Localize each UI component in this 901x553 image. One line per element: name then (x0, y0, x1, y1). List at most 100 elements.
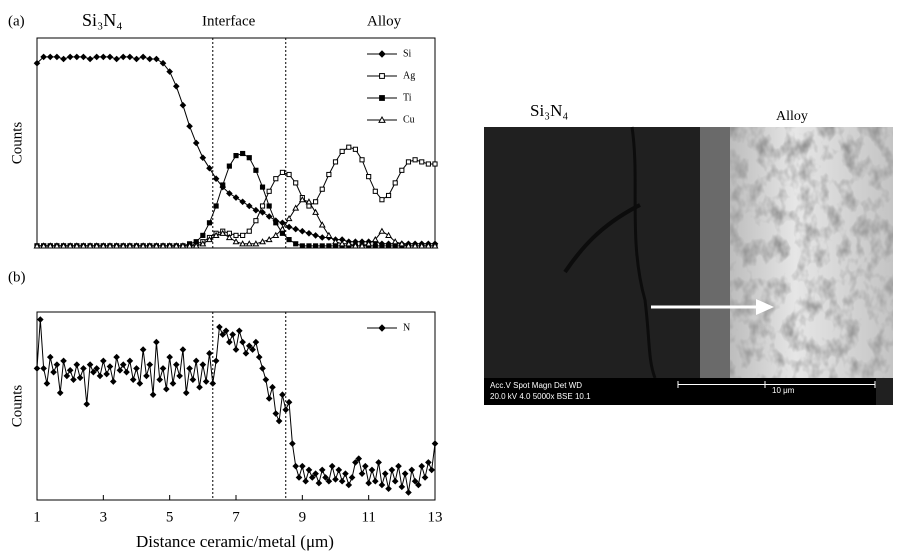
legend-label: Cu (403, 114, 415, 125)
marker (86, 242, 94, 249)
marker (76, 374, 84, 382)
marker (338, 477, 346, 485)
marker (359, 157, 365, 163)
marker (355, 455, 363, 462)
marker (348, 474, 356, 481)
marker (282, 406, 290, 414)
marker (93, 365, 101, 372)
marker (116, 366, 124, 374)
marker (279, 219, 286, 227)
marker (368, 466, 376, 474)
marker (392, 180, 398, 186)
marker (239, 338, 246, 346)
marker (391, 477, 399, 485)
marker (332, 159, 339, 165)
marker (392, 243, 398, 249)
marker (80, 53, 87, 61)
marker (312, 470, 319, 477)
marker (332, 476, 339, 483)
marker (80, 365, 87, 372)
marker (56, 389, 64, 397)
marker (233, 153, 239, 159)
marker (179, 242, 187, 249)
marker (262, 376, 270, 383)
marker (253, 167, 259, 173)
marker (119, 242, 127, 249)
marker (153, 338, 160, 346)
marker (90, 368, 97, 376)
marker (40, 53, 47, 61)
marker (166, 242, 174, 249)
marker (96, 372, 104, 380)
marker (265, 213, 273, 220)
marker (431, 440, 439, 447)
marker (66, 366, 74, 374)
marker (385, 231, 393, 238)
marker (318, 234, 326, 241)
marker (299, 462, 306, 470)
marker (240, 232, 246, 238)
marker (385, 243, 392, 249)
marker (119, 361, 127, 368)
marker (312, 208, 320, 215)
marker (206, 235, 213, 243)
panel-label: (b) (8, 269, 26, 285)
info-values: 20.0 kV 4.0 5000x BSE 10.1 (490, 392, 591, 401)
marker (266, 203, 272, 209)
marker (269, 383, 276, 391)
marker (419, 159, 425, 165)
legend-marker (379, 73, 385, 79)
marker (219, 229, 227, 236)
marker (378, 481, 386, 489)
marker (319, 186, 325, 192)
marker (172, 82, 180, 90)
x-tick-label: 7 (232, 509, 240, 525)
marker (146, 242, 154, 249)
marker (332, 243, 339, 249)
marker (186, 122, 193, 130)
marker (136, 380, 144, 387)
marker (292, 204, 300, 211)
marker (103, 370, 110, 378)
marker (176, 372, 183, 380)
marker (106, 363, 114, 370)
marker (129, 376, 137, 383)
marker (286, 237, 292, 243)
series-line (36, 56, 435, 245)
marker (306, 243, 312, 249)
marker (63, 372, 71, 380)
marker (226, 163, 232, 169)
marker (372, 188, 378, 194)
marker (93, 53, 101, 61)
marker (33, 365, 41, 372)
marker (60, 242, 67, 249)
marker (159, 365, 167, 372)
marker (328, 462, 336, 470)
y-axis-label: Counts (9, 385, 25, 428)
crack (563, 203, 641, 274)
marker (239, 198, 246, 206)
marker (83, 400, 91, 408)
marker (70, 376, 77, 383)
marker (345, 481, 353, 489)
marker (226, 338, 233, 346)
marker (240, 150, 246, 157)
marker (275, 417, 283, 425)
x-tick-label: 1 (33, 509, 41, 525)
marker (166, 68, 173, 75)
marker (405, 159, 412, 165)
marker (358, 242, 366, 249)
marker (365, 479, 372, 487)
marker (421, 474, 429, 481)
marker (292, 225, 300, 233)
marker (196, 383, 203, 391)
legend-marker (378, 324, 386, 332)
marker (371, 477, 379, 485)
marker (53, 242, 61, 249)
marker (220, 182, 226, 188)
marker (319, 243, 325, 249)
x-tick-label: 9 (299, 509, 307, 525)
marker (346, 144, 352, 150)
marker (292, 462, 300, 470)
marker (265, 395, 273, 402)
